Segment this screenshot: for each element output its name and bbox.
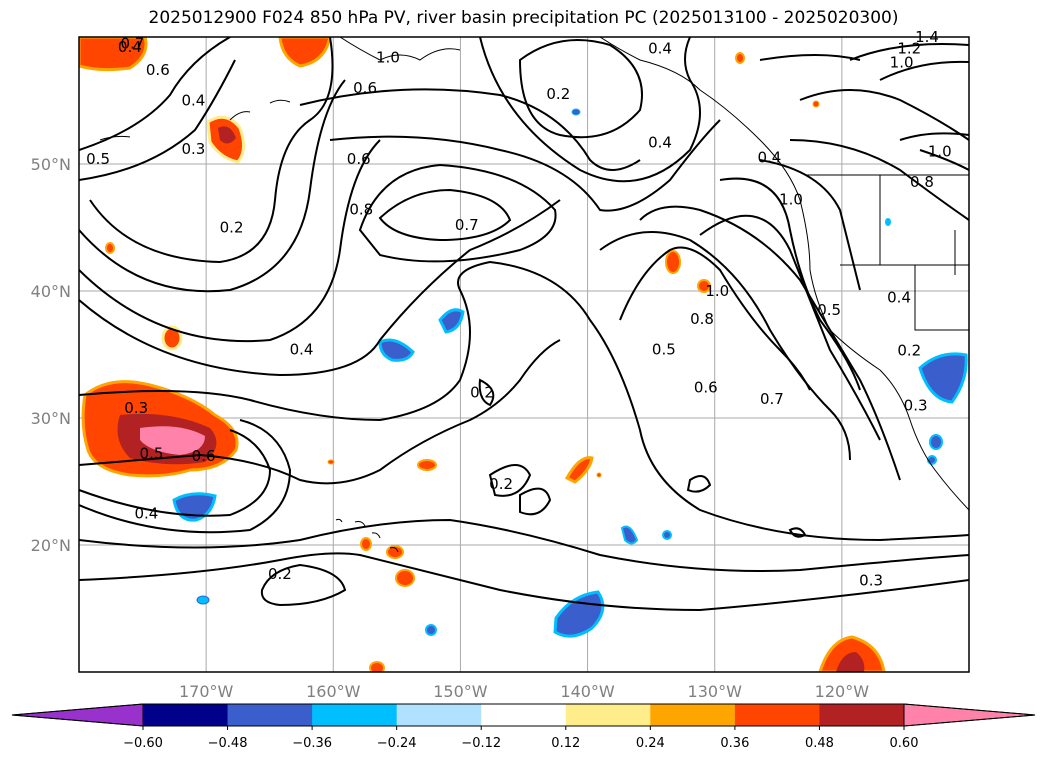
contour-label-23: 0.5 — [817, 301, 841, 319]
lon-label-4: 130°W — [688, 682, 743, 701]
gridlines — [79, 37, 969, 672]
lat-label-0: 20°N — [31, 536, 71, 555]
colorbar-label-7: 0.36 — [720, 736, 749, 751]
lat-label-2: 40°N — [31, 282, 71, 301]
colorbar-segment-5 — [565, 704, 651, 726]
latitude-labels: 20°N 30°N 40°N 50°N — [31, 155, 71, 555]
colorbar-segment-6 — [650, 704, 736, 726]
colorbar-segment-7 — [734, 704, 820, 726]
contour-label-20: 0.8 — [910, 173, 934, 191]
contour-label-33: 0.3 — [124, 399, 148, 417]
contour-label-24: 0.2 — [897, 342, 921, 360]
colorbar: −0.60 −0.48 −0.36 −0.24 −0.12 0.12 0.24 0.36 0.4… — [11, 703, 1036, 751]
colorbar-label-0: −0.60 — [123, 736, 163, 751]
contour-label-25: 0.3 — [904, 396, 928, 414]
contour-label-19: 1.0 — [928, 142, 952, 160]
colorbar-segment-1 — [227, 704, 313, 726]
colorbar-label-8: 0.48 — [805, 736, 834, 751]
contour-label-13: 1.0 — [779, 191, 803, 209]
colorbar-segment-3 — [396, 704, 482, 726]
precipitation-shading — [79, 37, 968, 672]
colorbar-label-6: 0.24 — [636, 736, 665, 751]
lon-label-2: 150°W — [433, 682, 488, 701]
pv-contours — [79, 37, 969, 612]
lat-label-3: 50°N — [31, 155, 71, 174]
contour-label-3: 0.8 — [349, 201, 373, 219]
contour-label-16: 0.6 — [146, 61, 170, 79]
contour-label-18: 0.5 — [86, 150, 110, 168]
colorbar-label-1: −0.48 — [208, 736, 248, 751]
contour-label-14: 0.4 — [118, 38, 142, 56]
lon-label-3: 140°W — [560, 682, 615, 701]
contour-label-2: 0.6 — [347, 150, 371, 168]
contour-label-4: 0.7 — [455, 216, 479, 234]
contour-label-1: 0.4 — [181, 92, 205, 110]
coastlines — [99, 37, 969, 553]
contour-label-39: 0.3 — [859, 572, 883, 590]
contour-label-6: 1.0 — [376, 48, 400, 66]
contour-label-10: 1.0 — [890, 53, 914, 71]
contour-label-26: 0.4 — [290, 340, 314, 358]
colorbar-segment-4 — [481, 704, 567, 726]
contour-label-30: 0.6 — [694, 379, 718, 397]
contour-labels: 0.20.40.60.80.70.61.00.20.40.41.01.21.41… — [86, 28, 952, 590]
colorbar-extend-low — [11, 703, 144, 727]
contour-label-9: 0.4 — [648, 39, 672, 57]
colorbar-label-2: −0.36 — [292, 736, 332, 751]
colorbar-label-5: 0.12 — [551, 736, 580, 751]
lon-label-5: 120°W — [815, 682, 870, 701]
map-frame — [78, 36, 970, 673]
contour-label-15: 0.7 — [120, 34, 144, 52]
contour-label-28: 0.5 — [652, 340, 676, 358]
colorbar-label-4: −0.12 — [461, 736, 501, 751]
contour-label-8: 0.4 — [648, 133, 672, 151]
lon-label-1: 160°W — [306, 682, 361, 701]
lon-label-0: 170°W — [179, 682, 234, 701]
contour-label-35: 0.6 — [192, 447, 216, 465]
contour-label-22: 0.4 — [887, 288, 911, 306]
contour-label-38: 0.2 — [268, 565, 292, 583]
colorbar-extend-high — [903, 703, 1036, 727]
contour-label-34: 0.5 — [140, 445, 164, 463]
contour-label-5: 0.6 — [353, 79, 377, 97]
lat-label-1: 30°N — [31, 409, 71, 428]
contour-label-21: 0.4 — [757, 149, 781, 167]
contour-label-31: 1.0 — [705, 282, 729, 300]
contour-label-29: 0.8 — [690, 310, 714, 328]
contour-label-7: 0.2 — [546, 85, 570, 103]
contour-label-11: 1.2 — [897, 39, 921, 57]
contour-label-27: 0.2 — [470, 384, 494, 402]
longitude-labels: 170°W 160°W 150°W 140°W 130°W 120°W — [179, 682, 869, 701]
colorbar-label-9: 0.60 — [890, 736, 919, 751]
contour-label-17: 0.3 — [181, 140, 205, 158]
contour-label-37: 0.2 — [489, 475, 513, 493]
chart-title: 2025012900 F024 850 hPa PV, river basin … — [148, 8, 899, 28]
colorbar-segment-0 — [143, 704, 229, 726]
contour-label-36: 0.4 — [134, 504, 158, 522]
colorbar-segment-2 — [312, 704, 398, 726]
colorbar-label-3: −0.24 — [377, 736, 417, 751]
colorbar-segment-8 — [819, 704, 905, 726]
contour-label-32: 0.7 — [760, 390, 784, 408]
contour-label-0: 0.2 — [220, 219, 244, 237]
